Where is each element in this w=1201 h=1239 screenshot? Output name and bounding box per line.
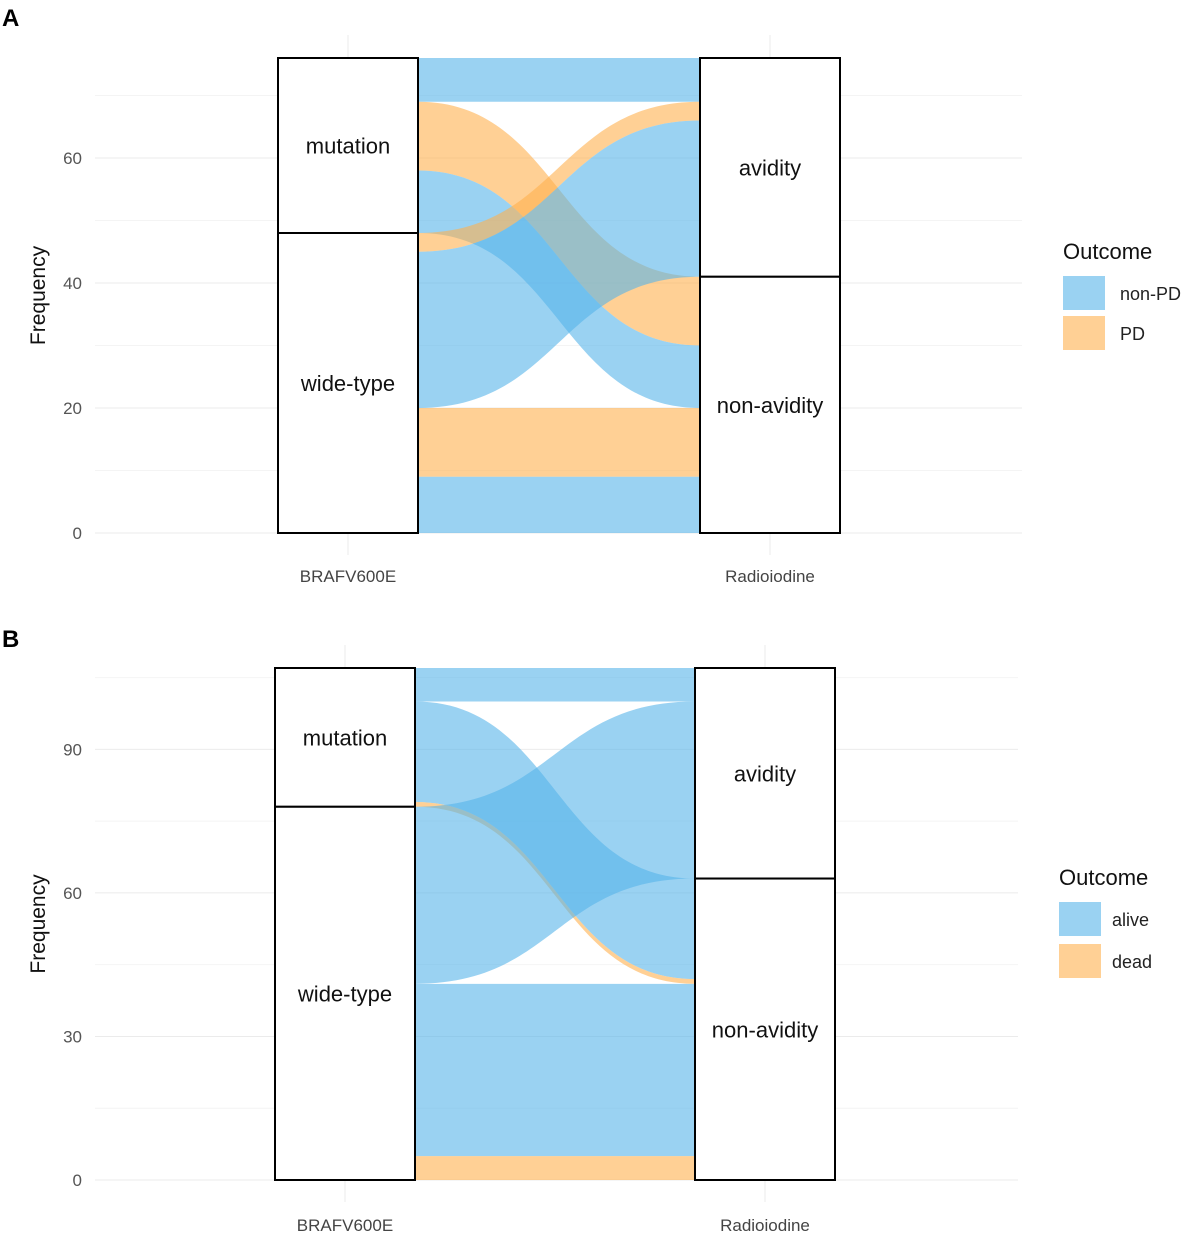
stratum-non-avidity: [694, 877, 836, 1181]
panel-label-b: B: [2, 626, 19, 653]
flow-non-PD-wide-type-to-avidity: [418, 120, 700, 408]
flow-non-PD-wide-type-to-non-avidity: [418, 476, 700, 533]
panel-label-a: A: [2, 5, 19, 32]
legend-label: non-PD: [1120, 284, 1181, 304]
flow-PD-wide-type-to-non-avidity: [418, 408, 700, 477]
stratum-label: mutation: [306, 134, 390, 159]
stratum-label: wide-type: [300, 371, 395, 396]
stratum-label: mutation: [303, 725, 387, 750]
flow-alive-wide-type-to-non-avidity: [415, 983, 695, 1157]
y-tick-label: 40: [63, 274, 82, 293]
stratum-label: non-avidity: [717, 393, 823, 418]
legend-label: dead: [1112, 952, 1152, 972]
y-axis-title: Frequency: [27, 245, 50, 345]
legend-title: Outcome: [1059, 865, 1148, 890]
flow-alive-wide-type-to-avidity: [415, 701, 695, 984]
stratum-wide-type: [277, 232, 419, 534]
x-axis-label: Radioiodine: [720, 1216, 810, 1235]
legend-title: Outcome: [1063, 239, 1152, 264]
legend-key-dead: [1059, 944, 1101, 978]
flow-PD-wide-type-to-avidity: [418, 101, 700, 252]
legend-label: PD: [1120, 324, 1145, 344]
stratum-avidity: [694, 667, 836, 880]
legend-key-PD: [1063, 316, 1105, 350]
flow-non-PD-mutation-to-avidity: [418, 58, 700, 102]
y-tick-label: 0: [73, 524, 82, 543]
stratum-non-avidity: [699, 275, 841, 534]
x-axis-label: BRAFV600E: [300, 567, 396, 586]
flow-dead-wide-type-to-non-avidity: [415, 1156, 695, 1180]
y-tick-label: 90: [63, 740, 82, 759]
legend-key-alive: [1059, 902, 1101, 936]
stratum-label: non-avidity: [712, 1017, 818, 1042]
legend-label: alive: [1112, 910, 1149, 930]
stratum-mutation: [274, 667, 416, 808]
flow-alive-mutation-to-avidity: [415, 668, 695, 702]
alluvial-chart-b: 0 30 60 90 Frequency BRAFV600E Radioiodine muta…: [27, 645, 1152, 1235]
x-axis-label: BRAFV600E: [297, 1216, 393, 1235]
x-axis-label: Radioiodine: [725, 567, 815, 586]
alluvial-chart-a: 0 20 40 60 Frequency BRAFV600E Radioiodine muta…: [27, 35, 1181, 586]
stratum-label: avidity: [739, 155, 801, 180]
stratum-label: avidity: [734, 761, 796, 786]
y-tick-label: 60: [63, 884, 82, 903]
y-tick-label: 20: [63, 399, 82, 418]
y-axis-title: Frequency: [27, 874, 50, 974]
stratum-wide-type: [274, 805, 416, 1181]
y-tick-label: 30: [63, 1027, 82, 1046]
legend-key-non-PD: [1063, 276, 1105, 310]
stratum-label: wide-type: [297, 981, 392, 1006]
y-tick-label: 0: [73, 1171, 82, 1190]
y-tick-label: 60: [63, 149, 82, 168]
